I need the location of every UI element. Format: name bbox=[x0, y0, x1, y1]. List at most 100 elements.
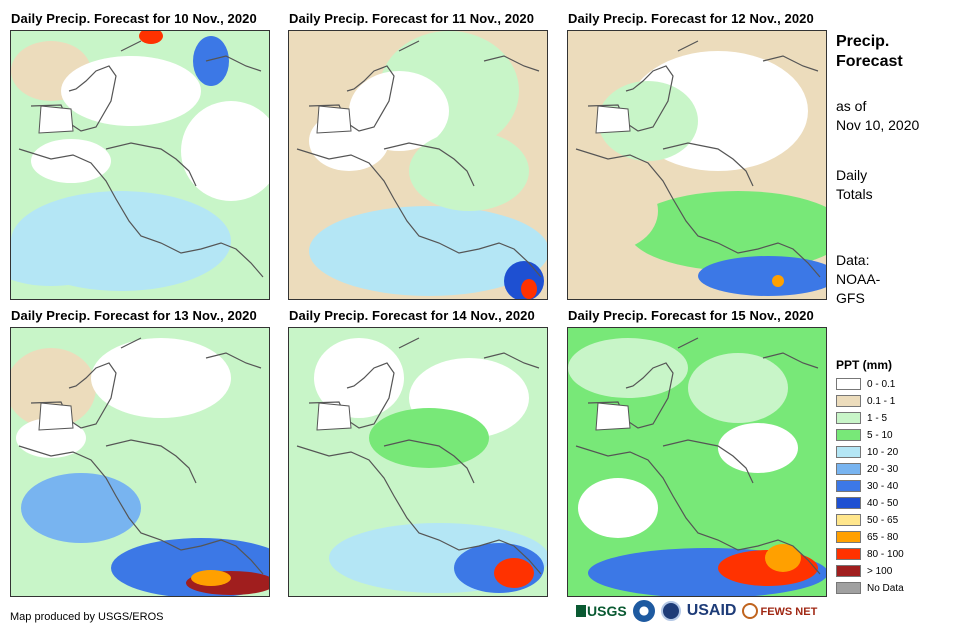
precip-area bbox=[765, 544, 801, 572]
precip-map-1 bbox=[11, 31, 269, 299]
legend-item: 50 - 65 bbox=[836, 513, 898, 527]
legend-swatch bbox=[836, 395, 861, 407]
legend-label: 10 - 20 bbox=[867, 446, 899, 458]
precip-area bbox=[598, 81, 698, 161]
legend-item: 20 - 30 bbox=[836, 462, 898, 476]
yucatan-outline bbox=[595, 402, 631, 431]
legend-item: > 100 bbox=[836, 564, 892, 578]
legend-swatch bbox=[836, 412, 861, 424]
panel-title-1: Daily Precip. Forecast for 10 Nov., 2020 bbox=[11, 11, 257, 26]
daily-line1: Daily bbox=[836, 167, 868, 183]
precip-area bbox=[11, 348, 96, 428]
usgs-logo-text: USGS bbox=[587, 603, 627, 619]
usaid-seal-icon bbox=[660, 601, 681, 621]
legend-label: 0 - 0.1 bbox=[867, 378, 896, 390]
map-panel-4 bbox=[10, 327, 270, 597]
legend-label: 0.1 - 1 bbox=[867, 395, 896, 407]
legend-swatch bbox=[836, 497, 861, 509]
legend-label: 30 - 40 bbox=[867, 480, 899, 492]
legend-item: No Data bbox=[836, 581, 904, 595]
panel-title-4: Daily Precip. Forecast for 13 Nov., 2020 bbox=[11, 308, 257, 323]
precip-area bbox=[568, 171, 658, 251]
precip-area bbox=[409, 131, 529, 211]
legend-label: 80 - 100 bbox=[867, 548, 904, 560]
legend-item: 5 - 10 bbox=[836, 428, 893, 442]
legend-swatch bbox=[836, 565, 861, 577]
precip-map-3 bbox=[568, 31, 826, 299]
map-panel-5 bbox=[288, 327, 548, 597]
precip-area bbox=[139, 31, 163, 44]
map-panel-2 bbox=[288, 30, 548, 300]
legend-item: 80 - 100 bbox=[836, 547, 904, 561]
side-title: Precip. Forecast bbox=[836, 32, 903, 72]
daily-line2: Totals bbox=[836, 186, 873, 202]
precip-area bbox=[772, 275, 784, 287]
fewsnet-icon bbox=[742, 603, 759, 619]
precip-area bbox=[698, 256, 826, 296]
legend-label: No Data bbox=[867, 582, 904, 594]
precip-area bbox=[521, 279, 537, 299]
precip-map-5 bbox=[289, 328, 547, 596]
usgs-logo: USGS bbox=[576, 603, 627, 619]
legend-item: 0.1 - 1 bbox=[836, 394, 895, 408]
agency-logos: USGS USAID FEWS NET bbox=[576, 600, 817, 622]
legend-item: 30 - 40 bbox=[836, 479, 898, 493]
as-of-text: as of Nov 10, 2020 bbox=[836, 97, 919, 135]
yucatan-outline bbox=[595, 105, 631, 134]
yucatan-outline bbox=[38, 402, 74, 431]
yucatan-outline bbox=[38, 105, 74, 134]
precip-map-2 bbox=[289, 31, 547, 299]
usgs-icon bbox=[576, 605, 586, 617]
panel-title-6: Daily Precip. Forecast for 15 Nov., 2020 bbox=[568, 308, 814, 323]
precip-area bbox=[11, 236, 111, 286]
side-title-line1: Precip. bbox=[836, 33, 890, 50]
side-title-line2: Forecast bbox=[836, 53, 903, 70]
coastline bbox=[575, 337, 821, 575]
yucatan-outline bbox=[316, 105, 352, 134]
legend-swatch bbox=[836, 463, 861, 475]
legend-swatch bbox=[836, 429, 861, 441]
precip-area bbox=[578, 478, 658, 538]
data-line3: GFS bbox=[836, 290, 865, 306]
coastline bbox=[575, 40, 821, 278]
precip-area bbox=[568, 338, 688, 398]
precip-area bbox=[21, 473, 141, 543]
legend-item: 10 - 20 bbox=[836, 445, 898, 459]
fewsnet-logo-text: FEWS NET bbox=[760, 606, 818, 618]
legend-label: 50 - 65 bbox=[867, 514, 899, 526]
yucatan-outline bbox=[316, 402, 352, 431]
data-line2: NOAA- bbox=[836, 271, 881, 287]
legend-label: 20 - 30 bbox=[867, 463, 899, 475]
precip-area bbox=[718, 423, 798, 473]
legend-label: 1 - 5 bbox=[867, 412, 888, 424]
map-panel-1 bbox=[10, 30, 270, 300]
legend-swatch bbox=[836, 378, 861, 390]
precip-area bbox=[193, 36, 229, 86]
noaa-logo-icon bbox=[632, 600, 655, 622]
coastline bbox=[296, 40, 542, 278]
panel-title-3: Daily Precip. Forecast for 12 Nov., 2020 bbox=[568, 11, 814, 26]
panel-title-2: Daily Precip. Forecast for 11 Nov., 2020 bbox=[289, 11, 535, 26]
precip-area bbox=[628, 191, 826, 271]
map-panel-3 bbox=[567, 30, 827, 300]
precip-area bbox=[91, 338, 231, 418]
precip-area bbox=[688, 353, 788, 423]
precip-map-6 bbox=[568, 328, 826, 596]
map-credit: Map produced by USGS/EROS bbox=[10, 611, 164, 623]
precip-map-4 bbox=[11, 328, 269, 596]
legend-item: 65 - 80 bbox=[836, 530, 898, 544]
precip-area bbox=[191, 570, 231, 586]
fewsnet-logo: FEWS NET bbox=[742, 603, 817, 619]
legend-swatch bbox=[836, 531, 861, 543]
precip-area bbox=[369, 408, 489, 468]
legend-swatch bbox=[836, 582, 861, 594]
data-line1: Data: bbox=[836, 252, 870, 268]
legend-swatch bbox=[836, 548, 861, 560]
as-of-line2: Nov 10, 2020 bbox=[836, 117, 920, 133]
precip-area bbox=[314, 338, 404, 418]
precip-area bbox=[31, 139, 111, 183]
usaid-logo: USAID bbox=[686, 602, 737, 619]
legend-swatch bbox=[836, 514, 861, 526]
legend-title: PPT (mm) bbox=[836, 358, 893, 372]
legend-item: 40 - 50 bbox=[836, 496, 898, 510]
